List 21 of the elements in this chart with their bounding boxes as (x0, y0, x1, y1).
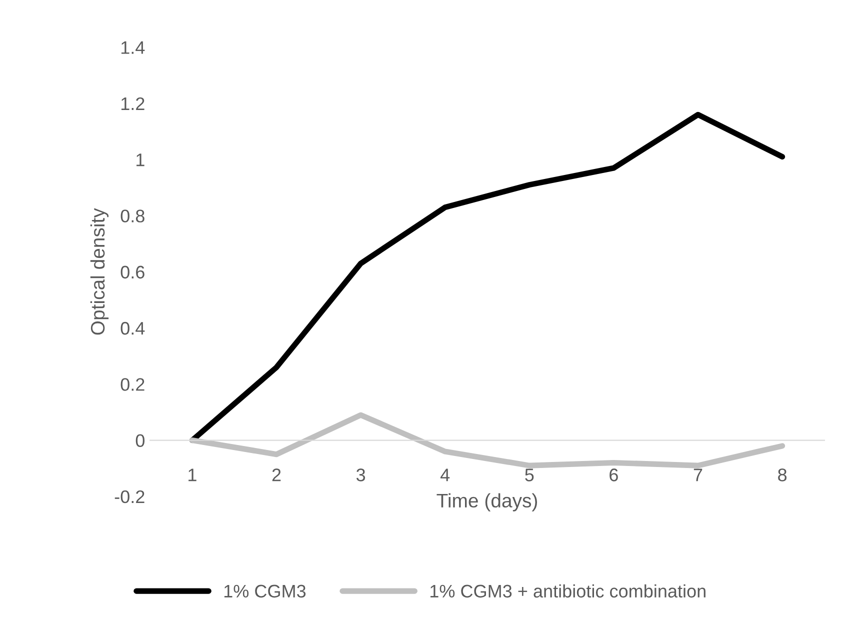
y-tick-label: 0.6 (120, 266, 144, 279)
x-tick-label: 1 (188, 468, 196, 482)
x-tick-label: 4 (440, 468, 450, 482)
x-tick-label: 7 (694, 468, 702, 482)
y-axis-title: Optical density (90, 208, 109, 335)
y-tick-label: 0.2 (120, 378, 144, 391)
x-tick-label: 5 (525, 468, 534, 482)
y-tick-label: 0.8 (120, 210, 144, 222)
x-axis-title: Time (days) (436, 493, 538, 512)
x-tick-label: 6 (610, 468, 618, 482)
legend-label: 1% CGM3 (224, 584, 306, 598)
x-tick-label: 8 (778, 468, 787, 482)
y-tick-label: 1.4 (121, 41, 145, 54)
y-tick-label: 1.2 (121, 97, 144, 110)
x-tick-label: 3 (356, 468, 366, 482)
y-tick-label: 0.4 (120, 322, 145, 335)
x-tick-label: 2 (272, 468, 281, 482)
y-tick-label: -0.2 (114, 490, 144, 504)
y-tick-label: 0 (136, 434, 144, 448)
legend-label: 1% CGM3 + antibiotic combination (430, 584, 706, 598)
y-tick-label: 1 (136, 154, 144, 166)
